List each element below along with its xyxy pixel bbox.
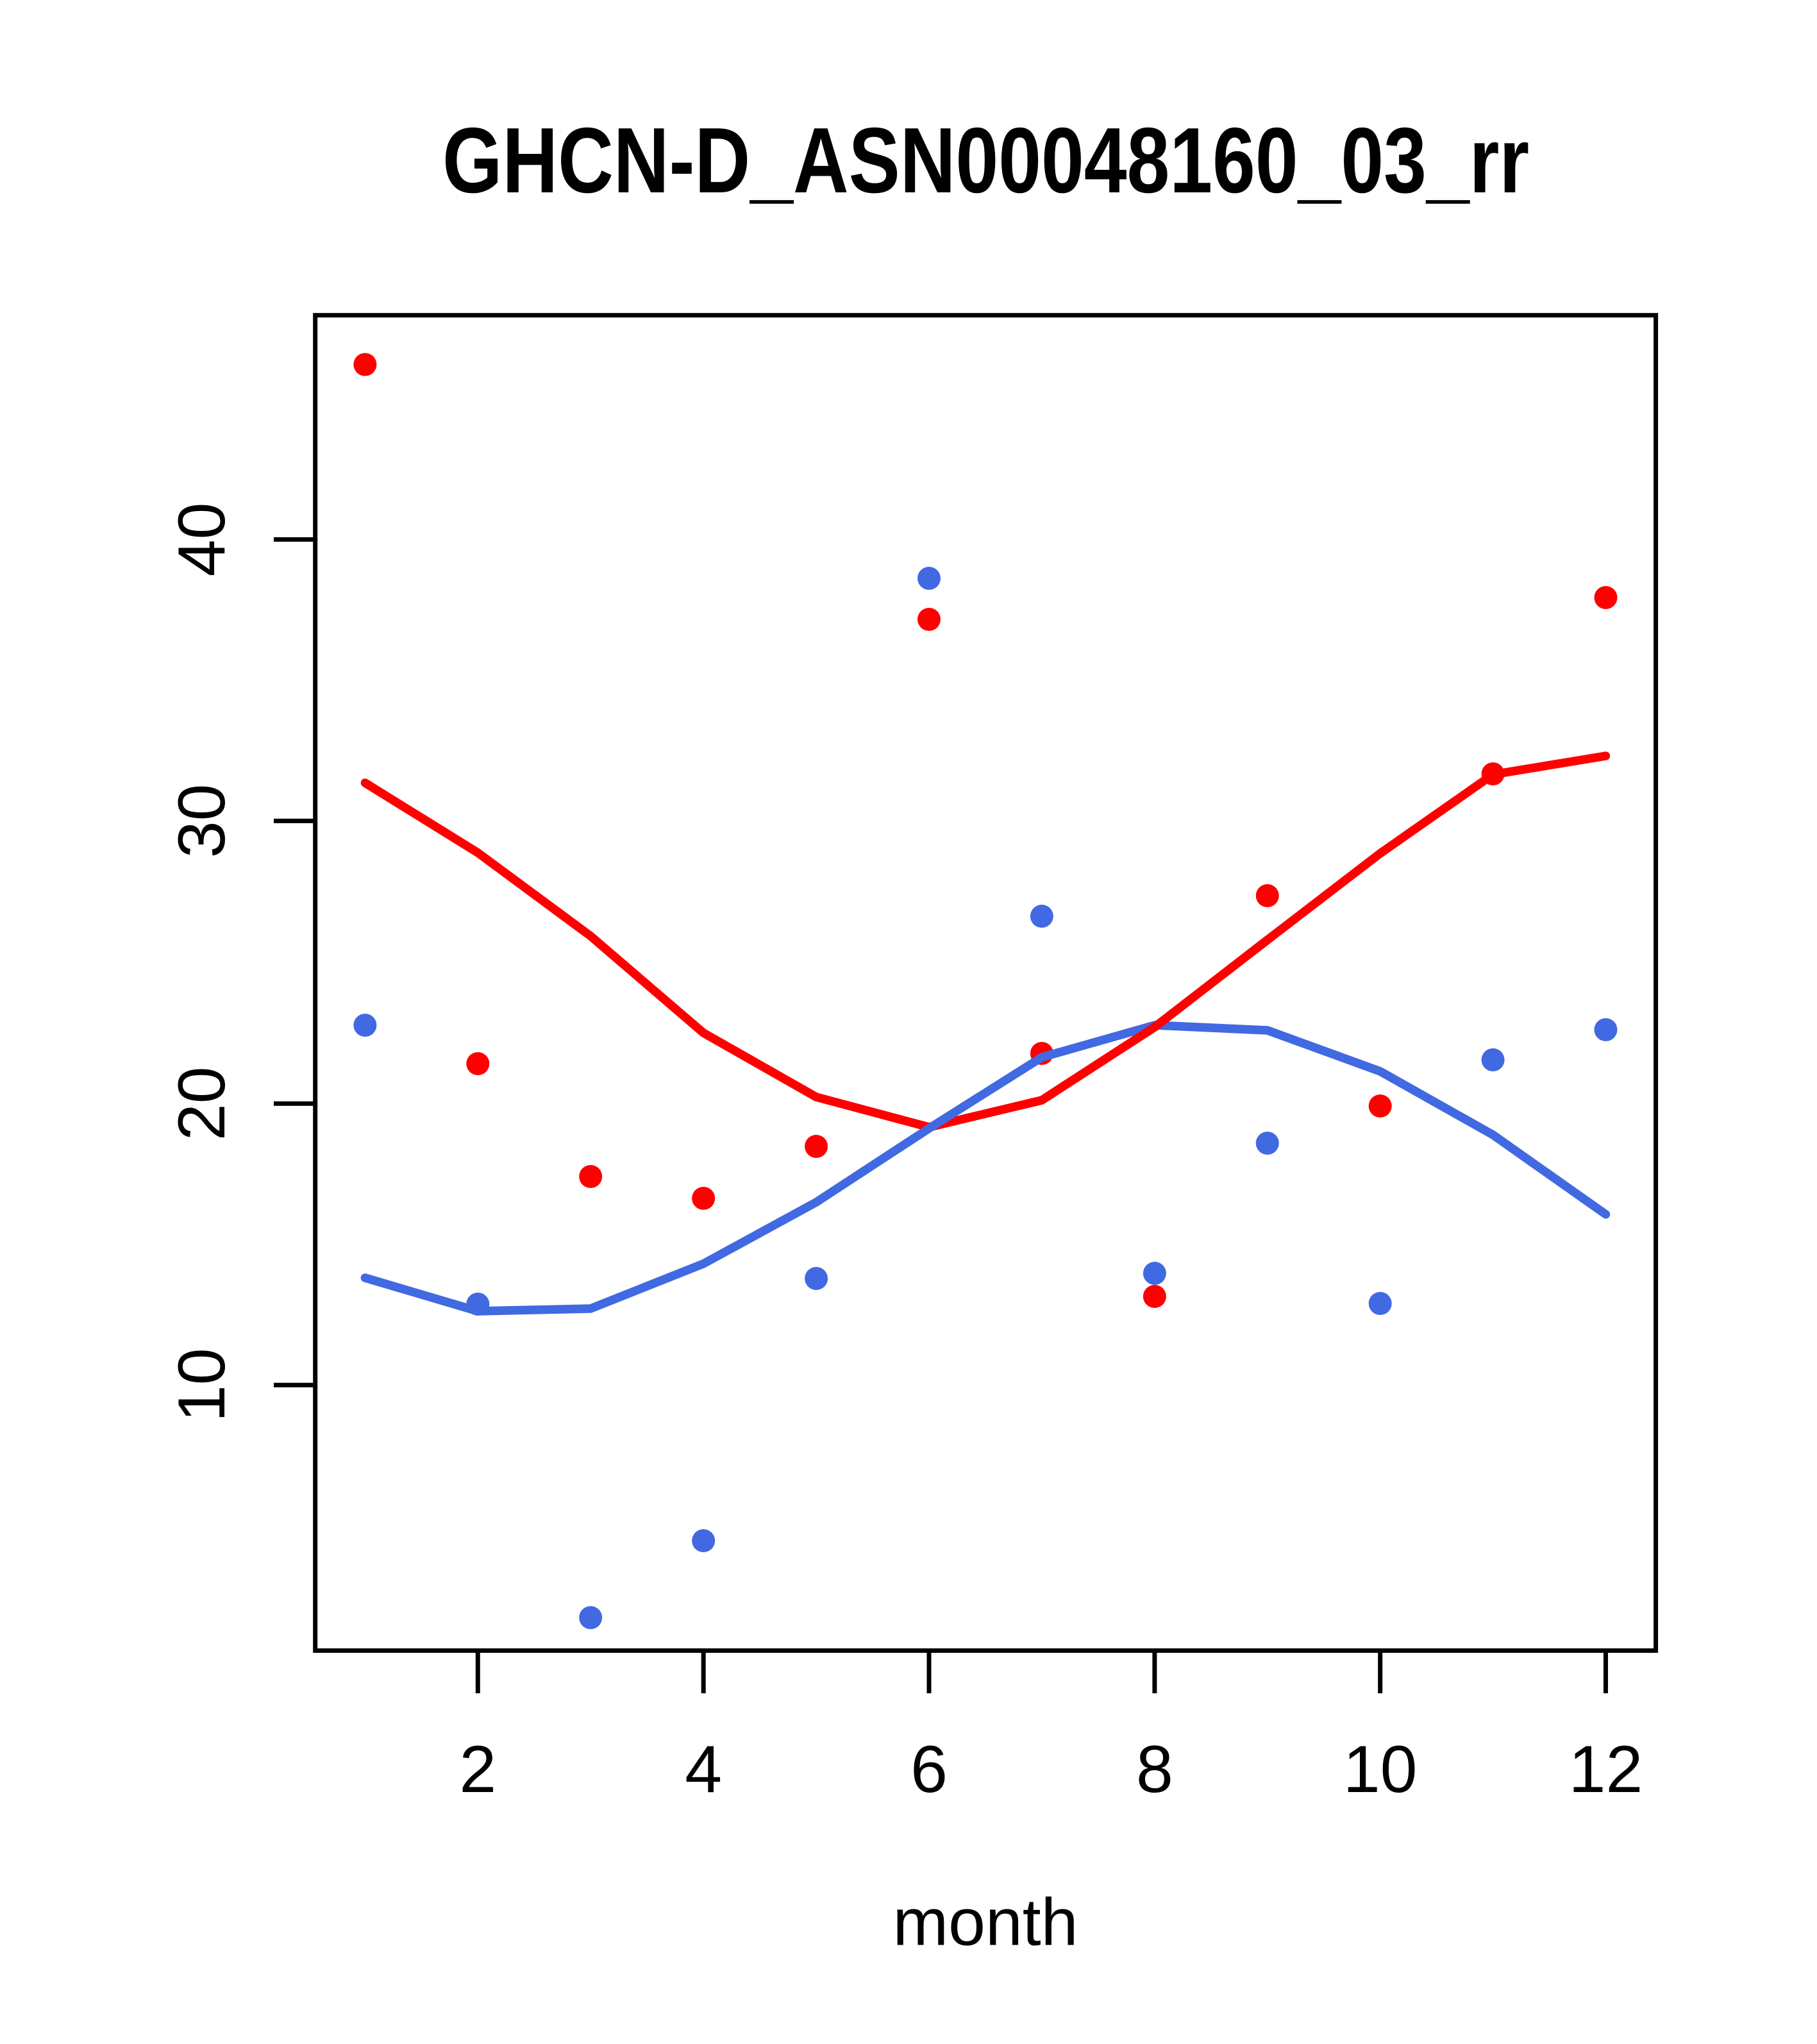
svg-text:10: 10 <box>165 1348 239 1422</box>
svg-text:12: 12 <box>1569 1732 1643 1807</box>
svg-text:month: month <box>892 1886 1078 1960</box>
svg-text:10: 10 <box>1343 1732 1418 1807</box>
svg-text:8: 8 <box>1136 1732 1173 1807</box>
svg-text:4: 4 <box>685 1732 722 1807</box>
svg-text:GHCN-D_ASN00048160_03_rr: GHCN-D_ASN00048160_03_rr <box>442 108 1529 212</box>
svg-text:40: 40 <box>165 503 239 577</box>
svg-text:2: 2 <box>459 1732 496 1807</box>
svg-text:20: 20 <box>165 1066 239 1141</box>
svg-text:30: 30 <box>165 784 239 859</box>
svg-text:6: 6 <box>910 1732 948 1807</box>
